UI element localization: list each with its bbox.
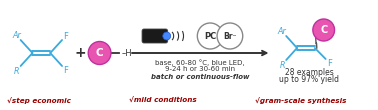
- Text: F: F: [327, 59, 332, 68]
- Text: Ar: Ar: [12, 30, 21, 39]
- Text: PC: PC: [204, 31, 216, 40]
- Circle shape: [88, 41, 111, 64]
- Text: C: C: [96, 48, 104, 58]
- Text: √step economic: √step economic: [8, 98, 71, 104]
- Circle shape: [163, 32, 171, 40]
- Circle shape: [313, 19, 335, 41]
- Text: R: R: [279, 61, 285, 70]
- Circle shape: [197, 23, 223, 49]
- Text: –H: –H: [121, 49, 132, 58]
- Text: F: F: [64, 65, 68, 74]
- Text: R: R: [14, 67, 19, 75]
- Circle shape: [217, 23, 243, 49]
- Text: +: +: [74, 46, 86, 60]
- Text: Br⁻: Br⁻: [223, 31, 237, 40]
- Text: 9-24 h or 30-60 min: 9-24 h or 30-60 min: [165, 66, 235, 72]
- Text: 28 examples: 28 examples: [285, 68, 333, 76]
- Text: √gram-scale synthesis: √gram-scale synthesis: [255, 98, 347, 104]
- FancyBboxPatch shape: [142, 29, 168, 43]
- Text: √mild conditions: √mild conditions: [129, 98, 197, 104]
- Text: Ar: Ar: [278, 27, 287, 36]
- Text: C: C: [320, 25, 327, 35]
- Text: batch or continuous-flow: batch or continuous-flow: [151, 73, 249, 80]
- Text: up to 97% yield: up to 97% yield: [279, 74, 339, 83]
- Text: F: F: [64, 31, 68, 40]
- Text: base, 60-80 °C, blue LED,: base, 60-80 °C, blue LED,: [155, 59, 245, 66]
